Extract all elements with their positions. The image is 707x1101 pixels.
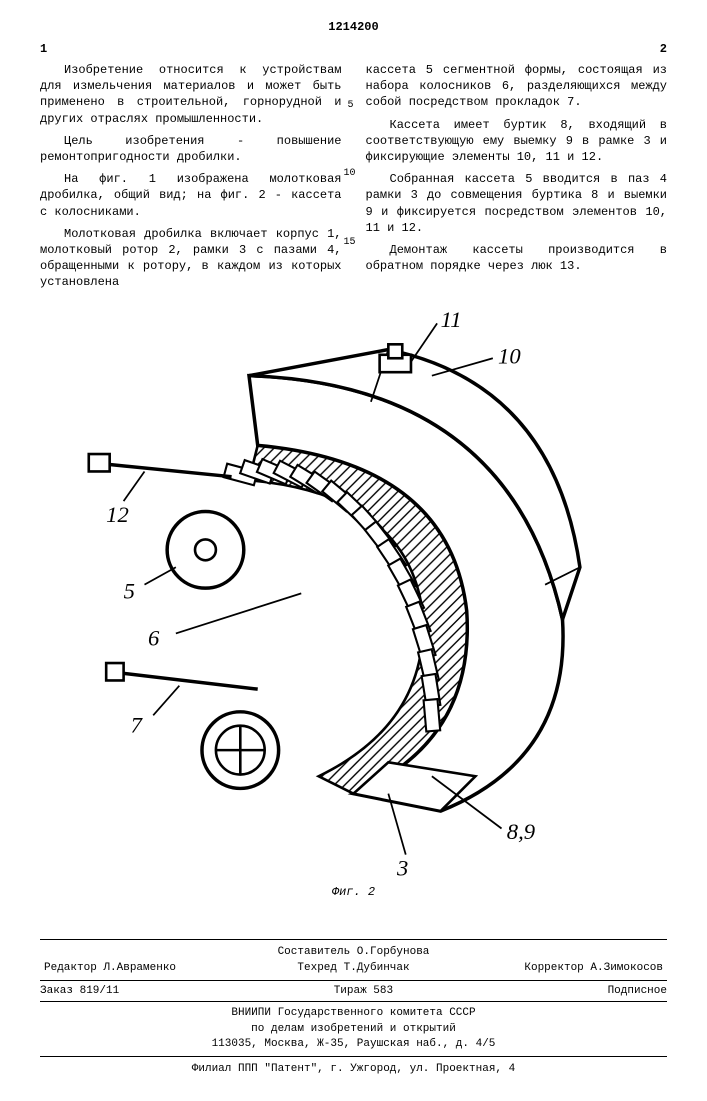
editor: Редактор Л.Авраменко xyxy=(40,960,249,976)
page-num-left: 1 xyxy=(40,42,342,56)
corrector: Корректор А.Зимокосов xyxy=(458,960,667,976)
right-p2: Кассета имеет буртик 8, входящий в соотв… xyxy=(366,117,668,166)
vniipi-line2: по делам изобретений и открытий xyxy=(40,1022,667,1037)
line-marker-10: 10 xyxy=(344,168,356,179)
svg-text:8,9: 8,9 xyxy=(507,819,535,844)
svg-text:5: 5 xyxy=(124,579,135,604)
page-num-right: 2 xyxy=(366,42,668,56)
line-marker-5: 5 xyxy=(348,100,354,111)
vniipi-line3: 113035, Москва, Ж-35, Раушская наб., д. … xyxy=(40,1037,667,1052)
right-p4: Демонтаж кассеты производится в обратном… xyxy=(366,242,668,274)
left-p3: На фиг. 1 изображена молотковая дробилка… xyxy=(40,171,342,220)
line-marker-15: 15 xyxy=(344,237,356,248)
svg-text:12: 12 xyxy=(106,502,129,527)
tehred: Техред Т.Дубинчак xyxy=(249,960,458,976)
left-p1: Изобретение относится к устройствам для … xyxy=(40,62,342,127)
order: Заказ 819/11 xyxy=(40,985,119,997)
filial: Филиал ППП "Патент", г. Ужгород, ул. Про… xyxy=(40,1057,667,1081)
left-p2: Цель изобретения - повышение ремонтоприг… xyxy=(40,133,342,165)
figure-2-svg: 11 10 12 5 6 7 8,9 3 xyxy=(40,306,667,881)
right-p1: кассета 5 сегментной формы, состоящая из… xyxy=(366,62,668,111)
doc-number: 1214200 xyxy=(40,20,667,34)
figure-2: 11 10 12 5 6 7 8,9 3 Фиг. 2 xyxy=(40,306,667,899)
footer: Составитель О.Горбунова Редактор Л.Аврам… xyxy=(40,939,667,1081)
figure-2-caption: Фиг. 2 xyxy=(40,885,667,899)
vniipi-line1: ВНИИПИ Государственного комитета СССР xyxy=(40,1006,667,1021)
svg-text:7: 7 xyxy=(131,713,144,738)
composer: Составитель О.Горбунова xyxy=(249,944,458,960)
left-p4: Молотковая дробилка включает корпус 1, м… xyxy=(40,226,342,291)
right-column: 2 5 10 15 кассета 5 сегментной формы, со… xyxy=(366,42,668,296)
svg-text:11: 11 xyxy=(441,307,462,332)
subscr: Подписное xyxy=(608,985,667,997)
svg-text:3: 3 xyxy=(396,856,408,881)
svg-text:10: 10 xyxy=(498,344,521,369)
tirage: Тираж 583 xyxy=(334,985,393,997)
left-column: 1 Изобретение относится к устройствам дл… xyxy=(40,42,342,296)
right-p3: Собранная кассета 5 вводится в паз 4 рам… xyxy=(366,171,668,236)
svg-text:6: 6 xyxy=(148,626,160,651)
